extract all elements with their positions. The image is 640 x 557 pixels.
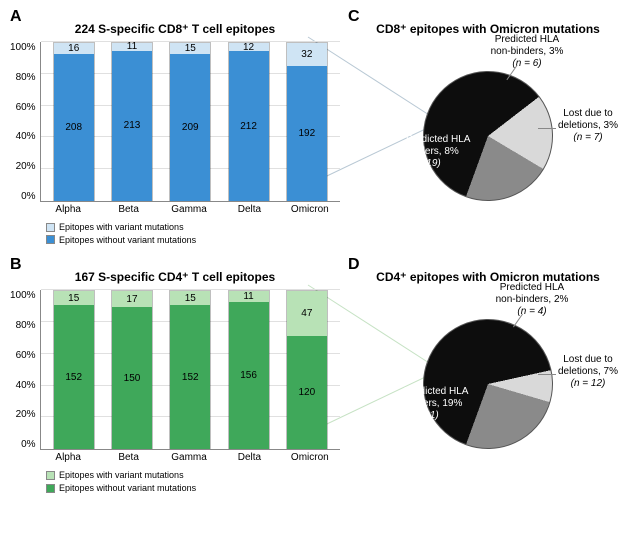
legend-with-b: Epitopes with variant mutations [59,469,184,482]
bar-seg-without: 208 [54,54,94,201]
pie-label: Lost due todeletions, 3%(n = 7) [548,108,628,144]
bar-seg-without: 192 [287,66,327,201]
bar-seg-without: 150 [112,307,152,449]
bar-seg-without: 152 [170,305,210,449]
legend-without-b: Epitopes without variant mutations [59,482,196,495]
panel-d-label: D [348,256,360,274]
panel-d-pie: Predicted HLAbinders, 19%(n = 31)Predict… [398,294,578,474]
bar-seg-with: 47 [287,291,327,335]
bar-seg-without: 209 [170,54,210,201]
bar-seg-with: 15 [170,43,210,54]
bar-seg-with: 16 [54,43,94,54]
panel-c: C CD8⁺ epitopes with Omicron mutations P… [348,12,628,226]
panel-b-legend: Epitopes with variant mutations Epitopes… [46,469,340,494]
bar-delta: 21212 [219,42,277,201]
bar-seg-with: 15 [170,291,210,305]
row-bottom: B 167 S-specific CD4⁺ T cell epitopes 10… [10,260,630,498]
bar-seg-without: 213 [112,51,152,201]
panel-a-plot: 2081621311209152121219232 [40,42,340,202]
bar-omicron: 12047 [278,290,336,449]
panel-a-title: 224 S-specific CD8⁺ T cell epitopes [10,22,340,36]
bar-seg-without: 120 [287,336,327,450]
panel-b-title: 167 S-specific CD4⁺ T cell epitopes [10,270,340,284]
panel-b-plot: 1521515017152151561112047 [40,290,340,450]
bar-alpha: 15215 [45,290,103,449]
pie-label: Predicted HLAbinders, 19%(n = 31) [404,386,488,422]
legend-without-a: Epitopes without variant mutations [59,234,196,247]
bar-gamma: 15215 [161,290,219,449]
pie-label: Predicted HLAnon-binders, 2%(n = 4) [484,282,580,318]
panel-a-legend: Epitopes with variant mutations Epitopes… [46,221,340,246]
legend-with-a: Epitopes with variant mutations [59,221,184,234]
bar-seg-without: 212 [229,51,269,201]
panel-b-xlabels: AlphaBetaGammaDeltaOmicron [38,452,340,463]
panel-c-pie: Predicted HLAbinders, 8%(n = 19)Predicte… [398,46,578,226]
bar-seg-with: 17 [112,291,152,307]
bar-gamma: 20915 [161,42,219,201]
bar-alpha: 20816 [45,42,103,201]
bar-seg-without: 152 [54,305,94,449]
pie-label: Predicted HLAbinders, 8%(n = 19) [406,134,486,170]
bar-seg-with: 32 [287,43,327,66]
bar-seg-with: 11 [229,291,269,301]
bar-seg-with: 12 [229,43,269,51]
bar-beta: 21311 [103,42,161,201]
panel-b-label: B [10,256,22,274]
bar-seg-with: 11 [112,43,152,51]
panel-a-label: A [10,8,22,26]
bar-seg-with: 15 [54,291,94,305]
panel-c-label: C [348,8,360,26]
panel-a-chart: 100%80%60%40%20%0% 208162131120915212121… [10,42,340,202]
panel-b-yaxis: 100%80%60%40%20%0% [10,290,40,450]
pie-disc [405,301,572,468]
panel-b-chart: 100%80%60%40%20%0% 152151501715215156111… [10,290,340,450]
panel-a-yaxis: 100%80%60%40%20%0% [10,42,40,202]
row-top: A 224 S-specific CD8⁺ T cell epitopes 10… [10,12,630,250]
bar-delta: 15611 [219,290,277,449]
panel-a: A 224 S-specific CD8⁺ T cell epitopes 10… [10,12,340,250]
panel-b: B 167 S-specific CD4⁺ T cell epitopes 10… [10,260,340,498]
pie-label: Lost due todeletions, 7%(n = 12) [548,354,628,390]
panel-a-xlabels: AlphaBetaGammaDeltaOmicron [38,204,340,215]
panel-d: D CD4⁺ epitopes with Omicron mutations P… [348,260,628,474]
bar-beta: 15017 [103,290,161,449]
bar-omicron: 19232 [278,42,336,201]
bar-seg-without: 156 [229,302,269,450]
pie-label: Predicted HLAnon-binders, 3%(n = 6) [482,34,572,70]
